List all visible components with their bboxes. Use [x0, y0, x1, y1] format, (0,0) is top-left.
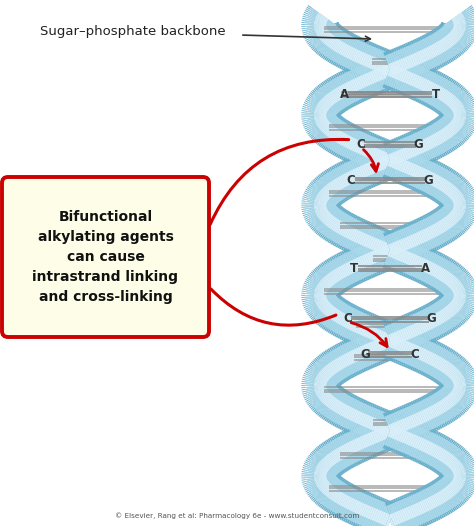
Text: T: T	[432, 88, 440, 101]
Text: C: C	[411, 348, 419, 361]
Text: Bifunctional
alkylating agents
can cause
intrastrand linking
and cross-linking: Bifunctional alkylating agents can cause…	[33, 210, 179, 304]
Text: C: C	[347, 174, 356, 187]
Text: G: G	[414, 138, 424, 151]
Text: A: A	[421, 262, 430, 275]
Text: C: C	[356, 138, 365, 151]
Text: T: T	[350, 262, 358, 275]
Text: C: C	[344, 312, 352, 326]
Text: G: G	[360, 348, 370, 361]
Text: G: G	[427, 312, 437, 326]
Text: Sugar–phosphate backbone: Sugar–phosphate backbone	[40, 25, 226, 38]
Text: G: G	[423, 174, 433, 187]
Text: A: A	[339, 88, 349, 101]
Text: © Elsevier, Rang et al: Pharmacology 6e - www.studentconsult.com: © Elsevier, Rang et al: Pharmacology 6e …	[115, 512, 359, 519]
FancyBboxPatch shape	[2, 177, 209, 337]
